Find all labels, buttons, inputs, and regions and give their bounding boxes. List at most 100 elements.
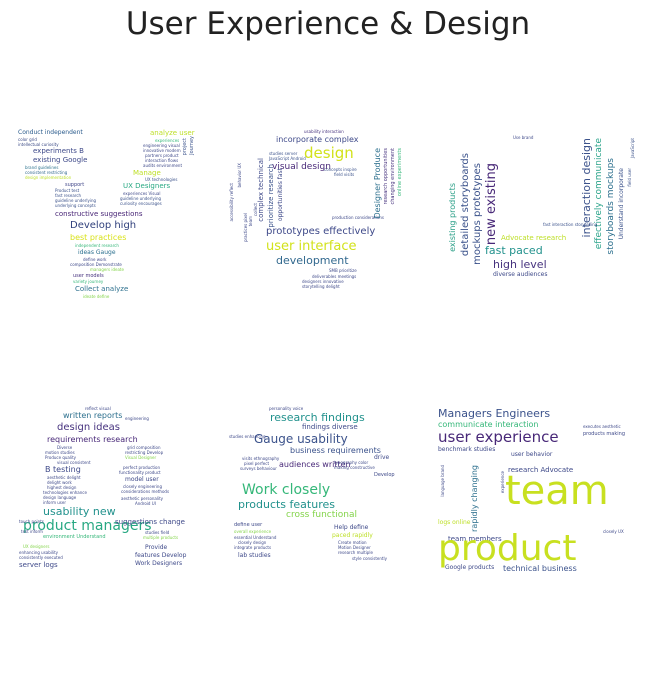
cloud-word: JavaScript: [630, 138, 635, 159]
cloud-word: deliverables meetings: [312, 274, 357, 279]
cloud-word: design language: [43, 495, 77, 500]
cloud-word: composition Demonstrate: [70, 262, 122, 267]
cloud-word: grid composition: [127, 445, 161, 450]
cloud-word: partners product: [145, 153, 179, 158]
cloud-word: team: [248, 216, 253, 227]
cloud-word: Managers Engineers: [438, 407, 551, 420]
cloud-word: overall experience: [234, 529, 272, 534]
cloud-word: online experiments: [397, 148, 403, 197]
cloud-word: research Advocate: [508, 466, 574, 474]
cloud-word: collect: [253, 203, 258, 217]
cloud-word: variety journey: [73, 279, 104, 284]
cloud-word: Manage: [133, 169, 161, 177]
cloud-word: concepts inspire: [324, 167, 357, 172]
cloud-word: fast research: [55, 193, 82, 198]
cloud-word: Diverse: [57, 445, 73, 450]
cloud-word: user experience: [438, 428, 559, 446]
cloud-word: studies field: [145, 530, 170, 535]
cloud-word: Android UI: [135, 501, 156, 506]
cloud-word: research multiple: [338, 550, 373, 555]
cloud-word: audiences written: [279, 460, 351, 469]
cloud-word: technologies enhance: [43, 490, 87, 495]
cloud-word: Use brand: [513, 135, 534, 140]
cloud-word: products features: [238, 498, 335, 511]
word-cloud-2: usability interaction incorporate complex…: [224, 128, 429, 353]
cloud-word: mockups prototypes: [472, 163, 483, 265]
cloud-word: executes aesthetic: [583, 424, 621, 429]
cloud-word: Provide: [145, 544, 168, 551]
cloud-word: guideline underlying: [120, 196, 162, 201]
cloud-word: audits environment: [143, 163, 183, 168]
cloud-word: pixel perfect: [244, 461, 270, 466]
cloud-word: paced rapidly: [332, 532, 373, 539]
cloud-word: opportunities fast: [277, 168, 284, 222]
cloud-word: project: [182, 138, 188, 156]
cloud-word: field visits: [334, 172, 355, 177]
cloud-word: integrate products: [234, 545, 272, 550]
cloud-word: underlying concepts: [55, 203, 96, 208]
cloud-word: Journey: [189, 136, 195, 155]
cloud-word: Google products: [445, 564, 495, 571]
cloud-word: Produce quality: [45, 455, 77, 460]
cloud-word: define user: [234, 522, 263, 528]
cloud-word: design ideas: [57, 422, 120, 433]
cloud-word: inform user: [43, 500, 66, 505]
cloud-word: considerations methods: [121, 489, 170, 494]
cloud-word: changing environment: [390, 148, 396, 205]
cloud-word: best practices: [70, 233, 127, 242]
cloud-word: closely UX: [603, 529, 624, 534]
cloud-word: Advocate research: [501, 234, 567, 242]
cloud-word: Conduct independent: [18, 129, 83, 136]
cloud-word: research opportunities: [383, 148, 389, 205]
cloud-word: existing Google: [33, 156, 88, 164]
cloud-word: behavior UX: [237, 163, 242, 188]
cloud-word: benchmark studies: [438, 446, 496, 453]
cloud-word: logs online: [438, 519, 471, 526]
word-cloud-1: Conduct independent color grid intellectua…: [15, 128, 220, 353]
cloud-word: storyboards mockups: [606, 158, 616, 255]
cloud-word: closely design: [238, 540, 267, 545]
cloud-word: studies server: [269, 151, 298, 156]
cloud-word: UX Designers: [123, 182, 171, 190]
cloud-word: motion studies: [45, 450, 75, 455]
cloud-word: interaction flows: [145, 158, 179, 163]
cloud-word: lab studies: [238, 552, 271, 559]
cloud-word: closely engineering: [123, 484, 162, 489]
cloud-word: SMB prioritize: [329, 268, 357, 273]
cloud-word: analyze user: [150, 129, 195, 137]
cloud-word: aesthetic personality: [121, 496, 164, 501]
cloud-word: multiple products: [143, 535, 179, 540]
cloud-word: visits ethnography: [242, 456, 280, 461]
cloud-word: development: [276, 254, 349, 267]
cloud-word: business requirements: [290, 446, 381, 455]
cloud-word: server logs: [19, 561, 58, 569]
cloud-word: Visual Designer: [125, 455, 157, 460]
cloud-word: enhancing usability: [19, 550, 59, 555]
cloud-word: B testing: [45, 465, 81, 474]
cloud-word: Motion Designer: [338, 545, 371, 550]
word-cloud-3: Use brand detailed storyboards mockups pro…: [433, 128, 638, 353]
cloud-word: delight work: [47, 480, 72, 485]
cloud-word: diverse audiences: [493, 271, 548, 278]
cloud-word: functionality product: [119, 470, 161, 475]
figure-title: User Experience & Design: [125, 6, 531, 42]
cloud-word: research findings: [270, 411, 365, 424]
cloud-word: engineering: [125, 416, 149, 421]
cloud-word: features Develop: [135, 552, 187, 559]
cloud-word: Help define: [334, 524, 369, 531]
cloud-word: Develop: [374, 472, 395, 478]
cloud-word: visual consistent: [57, 460, 91, 465]
cloud-word: experiments B: [33, 147, 84, 155]
cloud-word: prototypes effectively: [266, 226, 376, 237]
cloud-word: production considerations: [332, 215, 384, 220]
cloud-word: aesthetic delight: [47, 475, 81, 480]
cloud-word: communicate interaction: [438, 420, 539, 429]
cloud-word: technical business: [503, 564, 577, 573]
cloud-word: experiences: [155, 138, 180, 143]
cloud-word: independent research: [75, 243, 119, 248]
cloud-word: user behavior: [511, 451, 553, 458]
cloud-word: Develop high: [70, 220, 137, 231]
cloud-word: storytelling delight: [302, 284, 340, 289]
cloud-word: visual design: [272, 162, 331, 172]
cloud-word: team members: [448, 535, 502, 543]
